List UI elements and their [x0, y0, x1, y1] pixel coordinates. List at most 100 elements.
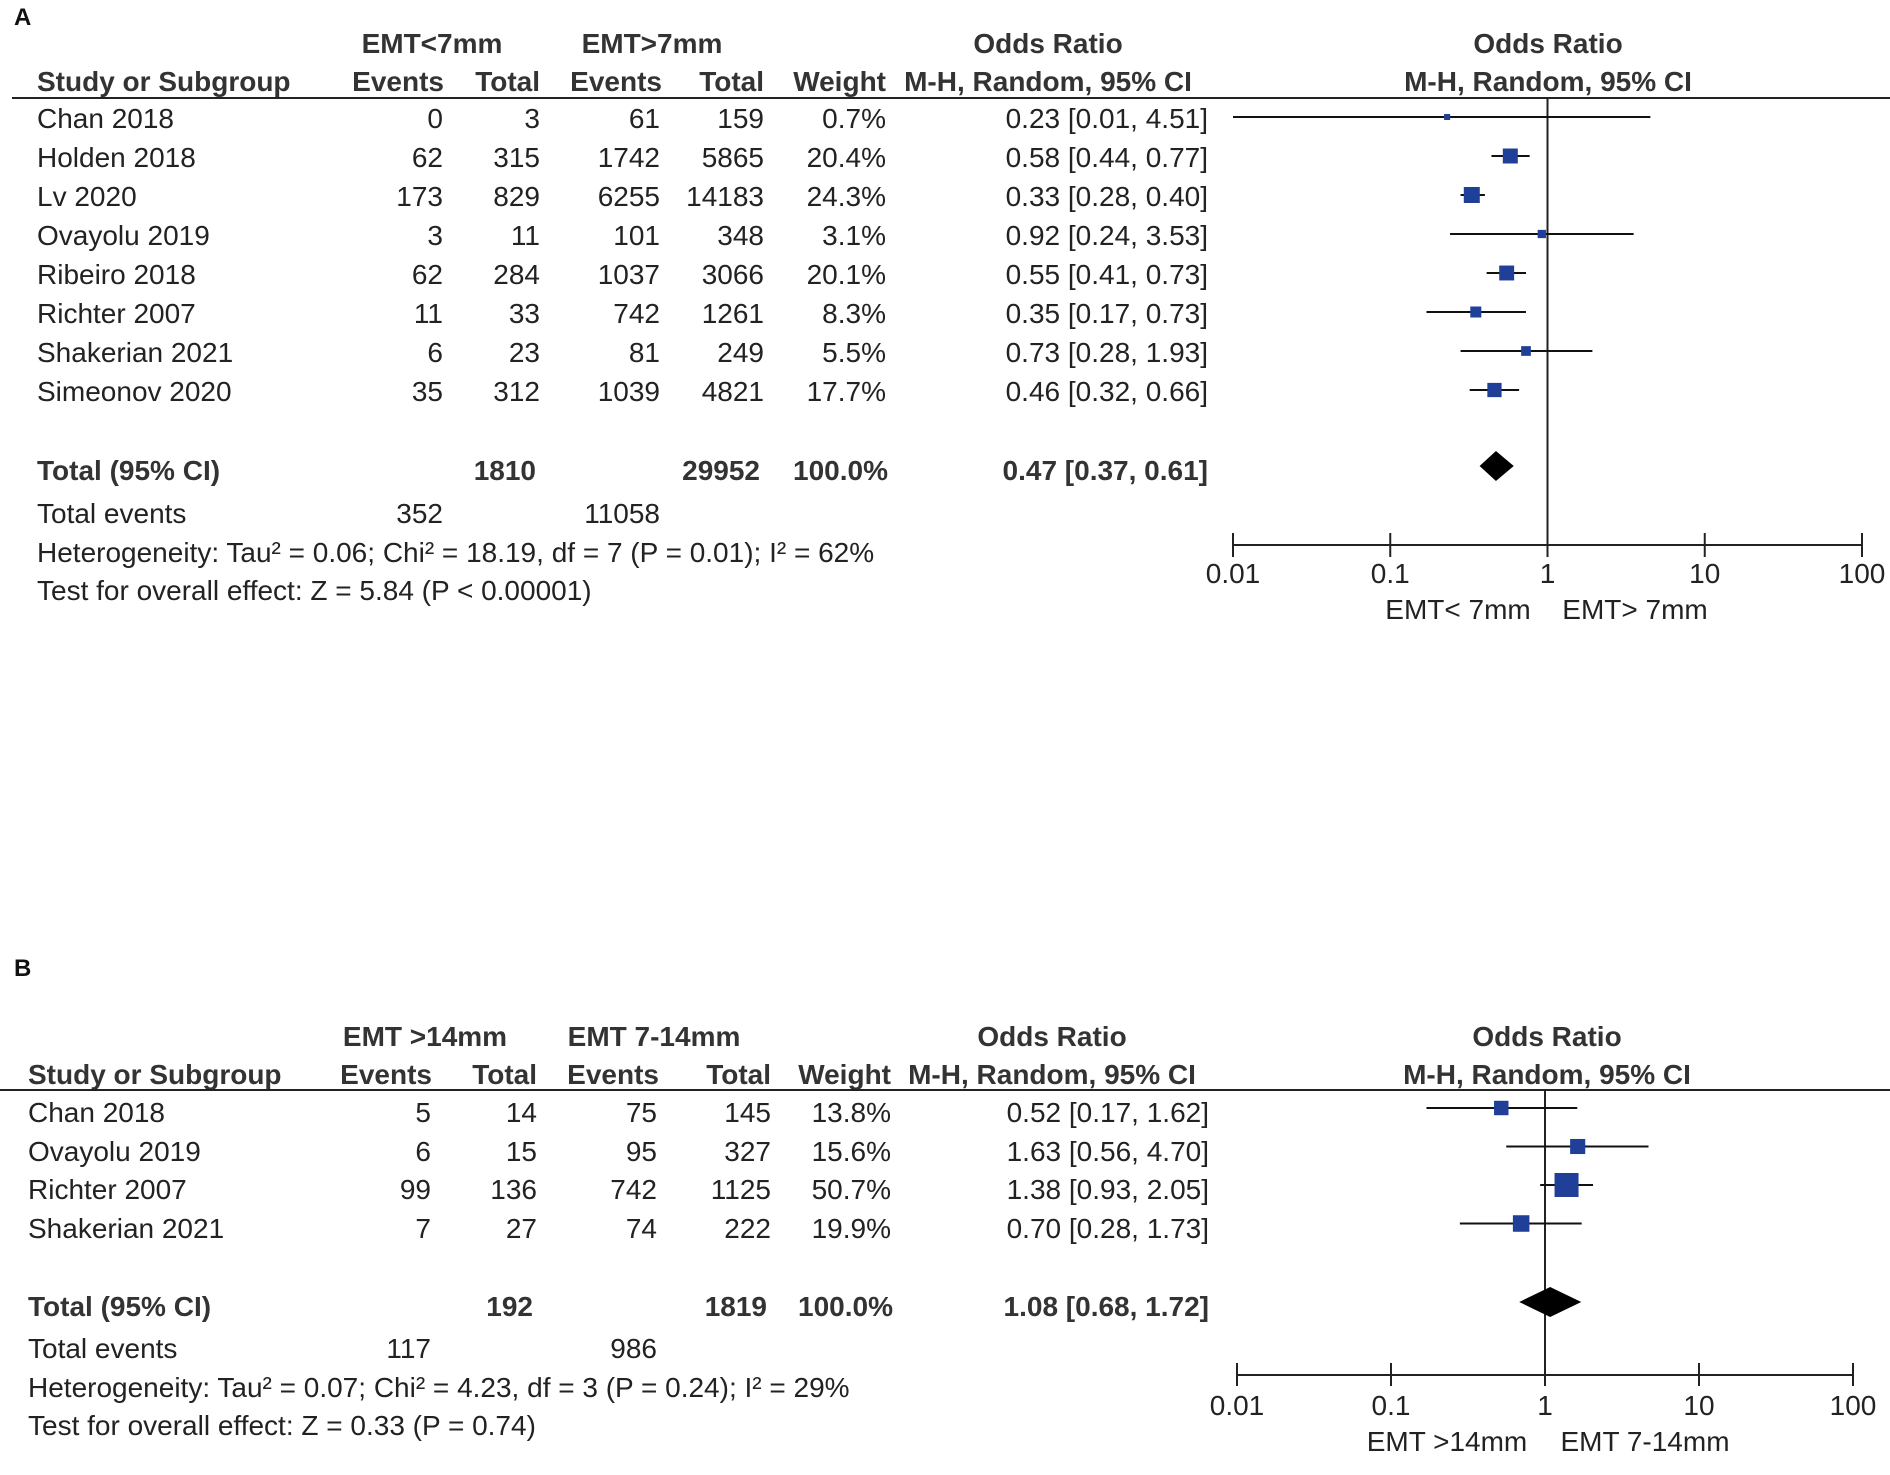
heterogeneity-text: Heterogeneity: Tau² = 0.07; Chi² = 4.23,…: [28, 1372, 850, 1403]
events1-header: Events: [352, 66, 444, 97]
study-name: Holden 2018: [37, 142, 196, 173]
total-or-ci-cell: 1.08 [0.68, 1.72]: [1003, 1291, 1209, 1322]
total2-cell: 1819: [704, 1291, 767, 1322]
total2-cell: 249: [717, 337, 764, 368]
group1-header: EMT<7mm: [361, 28, 503, 59]
total-events1-cell: 352: [396, 498, 443, 529]
study-name: Shakerian 2021: [37, 337, 234, 368]
total1-cell: 3: [524, 103, 540, 134]
or-ci-cell: 0.46 [0.32, 0.66]: [1005, 376, 1208, 407]
weight-cell: 15.6%: [811, 1135, 891, 1167]
events2-cell: 101: [613, 220, 660, 251]
total1-cell: 1810: [473, 455, 536, 486]
events2-cell: 61: [628, 103, 660, 134]
x-tick-label: 1: [1539, 558, 1556, 589]
study-marker: [1521, 346, 1531, 356]
total2-header: Total: [699, 66, 764, 97]
total1-header: Total: [472, 1059, 537, 1090]
study-marker: [1554, 1173, 1579, 1197]
total2-cell: 1261: [701, 298, 764, 329]
total-events-label: Total events: [37, 498, 187, 529]
total1-header: Total: [475, 66, 540, 97]
events1-cell: 62: [411, 259, 443, 290]
or-ci-cell: 0.58 [0.44, 0.77]: [1005, 142, 1208, 173]
x-tick-label: 0.1: [1370, 558, 1410, 589]
study-marker: [1537, 229, 1546, 239]
x-tick-label: 100: [1838, 558, 1886, 589]
x-tick-label: 1: [1537, 1390, 1553, 1421]
events2-cell: 74: [625, 1212, 657, 1244]
weight-cell: 19.9%: [811, 1212, 891, 1244]
study-name: Ovayolu 2019: [37, 220, 210, 251]
weight-cell: 0.7%: [822, 103, 886, 134]
events1-header: Events: [340, 1059, 432, 1090]
total2-cell: 5865: [701, 142, 764, 173]
total1-cell: 192: [486, 1291, 533, 1322]
study-name: Simeonov 2020: [37, 376, 232, 407]
weight-cell: 3.1%: [822, 220, 886, 251]
events1-cell: 35: [411, 376, 443, 407]
weight-cell: 50.7%: [811, 1174, 891, 1205]
weight-cell: 5.5%: [822, 337, 886, 368]
header-rule: [12, 97, 1890, 99]
events2-cell: 95: [625, 1135, 657, 1167]
study-name: Chan 2018: [28, 1097, 166, 1128]
plot-title: Odds Ratio: [1473, 28, 1623, 59]
forest-panel-b: B EMT >14mm EMT 7-14mm Odds Ratio Odds Ratio…: [0, 955, 1890, 1457]
weight-cell: 20.4%: [806, 142, 886, 173]
weight-cell: 17.7%: [806, 376, 886, 407]
study-name: Chan 2018: [37, 103, 175, 134]
plot-method-header: M-H, Random, 95% CI: [1403, 1059, 1691, 1090]
events1-cell: 62: [411, 142, 443, 173]
study-marker: [1470, 306, 1482, 318]
group1-header: EMT >14mm: [342, 1021, 508, 1052]
x-tick-label: 0.1: [1371, 1390, 1411, 1421]
events1-cell: 6: [415, 1135, 431, 1167]
total-weight-cell: 100.0%: [793, 455, 888, 486]
total1-cell: 829: [493, 181, 540, 212]
panel-label: A: [14, 4, 32, 31]
x-tick-label: 100: [1829, 1390, 1877, 1421]
plot-method-header: M-H, Random, 95% CI: [1404, 66, 1692, 97]
x-tick-label: 10: [1689, 558, 1721, 589]
total-events-label: Total events: [28, 1333, 178, 1364]
events2-cell: 1037: [597, 259, 660, 290]
events1-cell: 3: [427, 220, 443, 251]
study-marker: [1463, 187, 1480, 203]
total2-cell: 159: [717, 103, 764, 134]
total-events2-cell: 986: [610, 1333, 657, 1364]
study-header: Study or Subgroup: [28, 1059, 282, 1090]
events2-cell: 81: [628, 337, 660, 368]
total1-cell: 315: [493, 142, 540, 173]
total1-cell: 23: [508, 337, 540, 368]
events1-cell: 11: [413, 298, 443, 329]
events1-cell: 6: [427, 337, 443, 368]
events2-cell: 1039: [597, 376, 660, 407]
study-marker: [1444, 113, 1451, 121]
group2-header: EMT 7-14mm: [567, 1021, 741, 1052]
study-name: Lv 2020: [37, 181, 137, 212]
or-ci-cell: 1.38 [0.93, 2.05]: [1006, 1174, 1209, 1205]
total1-cell: 11: [510, 220, 540, 251]
events1-cell: 5: [415, 1097, 431, 1128]
overall-effect-text: Test for overall effect: Z = 0.33 (P = 0…: [28, 1410, 536, 1441]
direction-label-left: EMT >14mm: [1366, 1426, 1528, 1457]
pooled-effect-diamond: [1479, 451, 1514, 481]
total-events1-cell: 117: [386, 1333, 431, 1364]
pooled-effect-diamond: [1519, 1287, 1582, 1317]
study-name: Shakerian 2021: [28, 1212, 225, 1244]
study-name: Ovayolu 2019: [28, 1135, 201, 1167]
or-method-header: M-H, Random, 95% CI: [908, 1059, 1196, 1090]
total2-cell: 145: [724, 1097, 771, 1128]
or-ci-cell: 0.73 [0.28, 1.93]: [1005, 337, 1208, 368]
weight-cell: 24.3%: [806, 181, 886, 212]
header-rule: [0, 1089, 1890, 1091]
events1-cell: 0: [427, 103, 443, 134]
weight-cell: 20.1%: [806, 259, 886, 290]
total1-cell: 33: [508, 298, 540, 329]
or-method-header: M-H, Random, 95% CI: [904, 66, 1192, 97]
events2-cell: 1742: [597, 142, 660, 173]
events2-cell: 742: [613, 298, 660, 329]
total2-cell: 348: [717, 220, 764, 251]
study-marker: [1487, 382, 1502, 398]
